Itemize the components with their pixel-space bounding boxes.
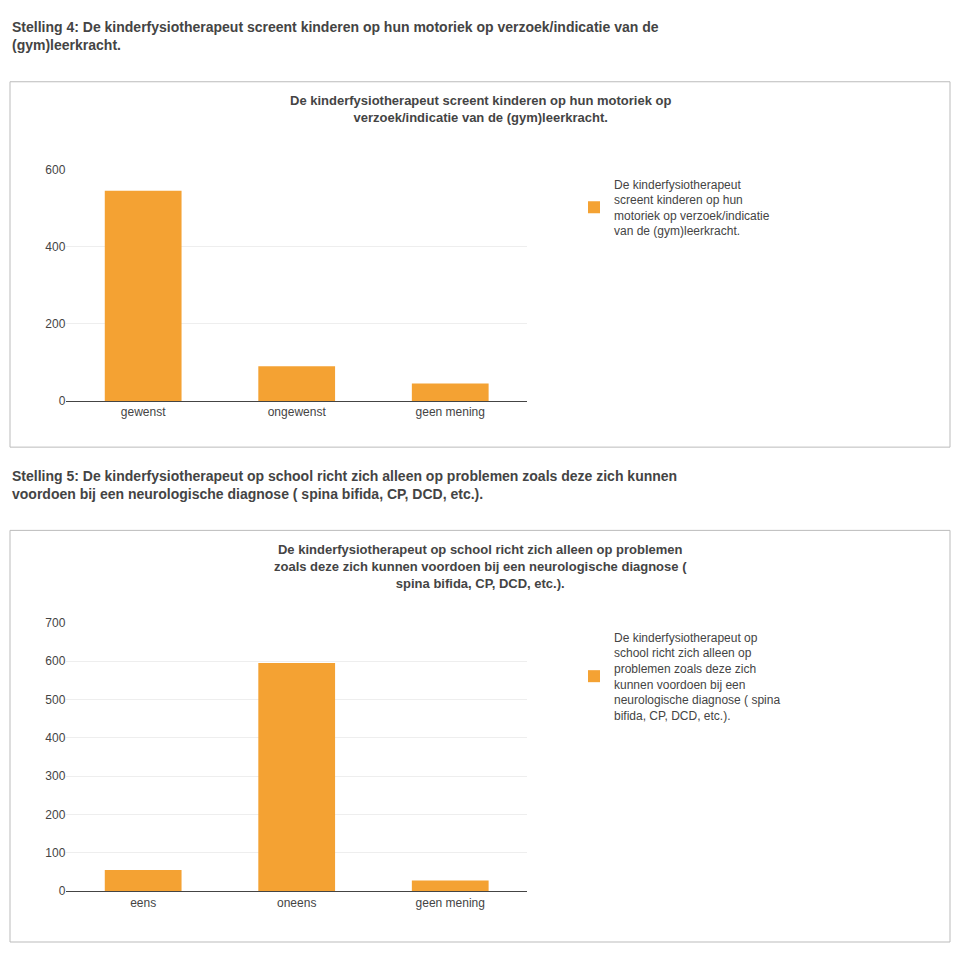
svg-text:De kinderfysiotherapeut op sch: De kinderfysiotherapeut op school richt …: [274, 542, 687, 591]
svg-text:ongewenst: ongewenst: [268, 405, 327, 419]
svg-text:geen mening: geen mening: [416, 896, 485, 910]
svg-text:De kinderfysiotherapeut screen: De kinderfysiotherapeut screent kinderen…: [290, 93, 671, 125]
svg-text:600: 600: [45, 654, 65, 668]
svg-text:gewenst: gewenst: [121, 405, 166, 419]
svg-text:200: 200: [45, 808, 65, 822]
svg-text:De kinderfysiotherapeut opscho: De kinderfysiotherapeut opschool richt z…: [614, 631, 780, 723]
svg-text:eens: eens: [130, 896, 156, 910]
svg-text:700: 700: [45, 616, 65, 630]
svg-text:600: 600: [45, 163, 65, 177]
svg-text:0: 0: [59, 884, 66, 898]
svg-text:oneens: oneens: [277, 896, 316, 910]
svg-text:Stelling 5: De kinderfysiother: Stelling 5: De kinderfysiotherapeut op s…: [12, 468, 677, 502]
svg-text:0: 0: [59, 394, 66, 408]
svg-text:500: 500: [45, 693, 65, 707]
svg-text:400: 400: [45, 731, 65, 745]
svg-text:200: 200: [45, 317, 65, 331]
svg-text:Stelling 4: De kinderfysiother: Stelling 4: De kinderfysiotherapeut scre…: [12, 19, 659, 53]
svg-text:geen mening: geen mening: [416, 405, 485, 419]
svg-text:300: 300: [45, 769, 65, 783]
svg-text:100: 100: [45, 846, 65, 860]
svg-text:400: 400: [45, 240, 65, 254]
svg-text:De kinderfysiotherapeutscreent: De kinderfysiotherapeutscreent kinderen …: [614, 178, 770, 239]
